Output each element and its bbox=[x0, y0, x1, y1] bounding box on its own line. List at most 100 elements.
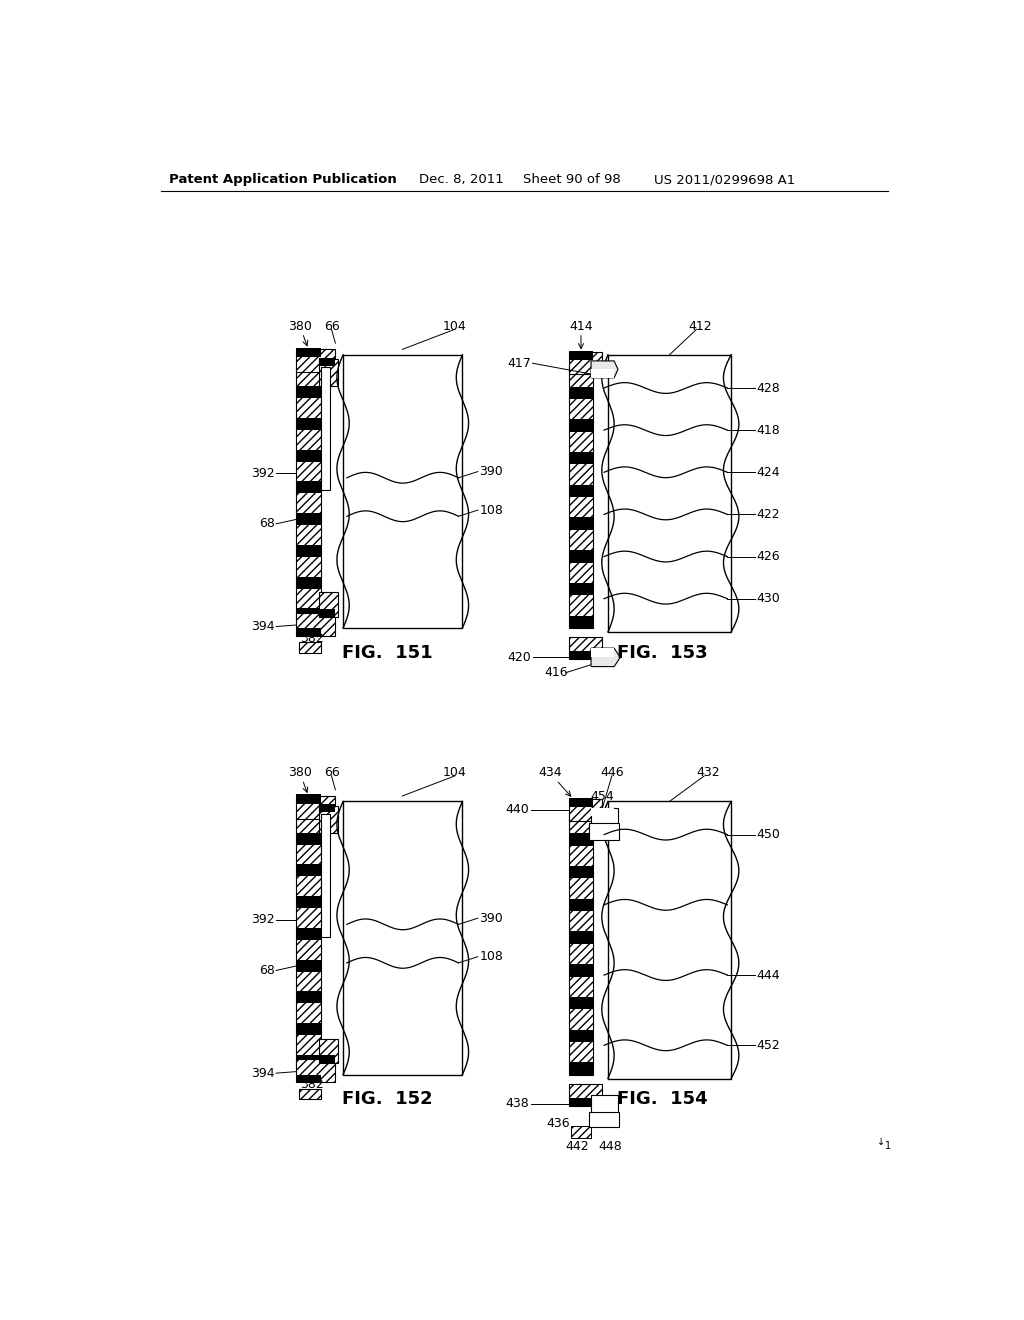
Text: 66: 66 bbox=[324, 319, 339, 333]
Bar bbox=[296, 417, 321, 430]
Text: 104: 104 bbox=[442, 319, 467, 333]
Bar bbox=[296, 348, 321, 358]
Text: 436: 436 bbox=[547, 1117, 570, 1130]
Bar bbox=[608, 355, 731, 632]
Bar bbox=[569, 899, 593, 911]
Text: 390: 390 bbox=[479, 912, 503, 925]
Bar bbox=[569, 651, 593, 659]
Bar bbox=[296, 612, 336, 636]
Text: US 2011/0299698 A1: US 2011/0299698 A1 bbox=[654, 173, 796, 186]
Bar bbox=[569, 638, 602, 659]
Text: 420: 420 bbox=[507, 651, 531, 664]
Bar bbox=[569, 517, 593, 529]
Bar bbox=[569, 583, 593, 595]
Bar bbox=[569, 1063, 593, 1074]
Text: 440: 440 bbox=[506, 804, 529, 816]
Text: 446: 446 bbox=[600, 767, 624, 779]
Text: 394: 394 bbox=[251, 1067, 274, 1080]
Bar bbox=[296, 628, 321, 636]
Bar bbox=[569, 367, 593, 628]
Bar bbox=[319, 1056, 335, 1063]
Text: Patent Application Publication: Patent Application Publication bbox=[169, 173, 397, 186]
Bar bbox=[296, 1074, 321, 1082]
Bar bbox=[343, 801, 463, 1074]
Text: 442: 442 bbox=[565, 1140, 589, 1154]
Text: 68: 68 bbox=[259, 964, 274, 977]
Text: 380: 380 bbox=[288, 319, 312, 346]
Text: 66: 66 bbox=[324, 767, 339, 779]
Bar bbox=[296, 609, 321, 620]
Text: FIG.  152: FIG. 152 bbox=[342, 1090, 432, 1109]
Bar bbox=[319, 359, 338, 387]
Bar bbox=[321, 367, 330, 490]
Bar bbox=[296, 896, 321, 908]
Text: 428: 428 bbox=[757, 381, 780, 395]
Bar bbox=[296, 928, 321, 940]
Bar bbox=[591, 808, 614, 816]
Bar bbox=[569, 797, 593, 807]
Bar bbox=[569, 1084, 602, 1106]
Text: 390: 390 bbox=[479, 465, 503, 478]
Bar bbox=[569, 932, 593, 944]
Bar bbox=[319, 804, 335, 812]
Bar bbox=[569, 387, 593, 399]
Bar bbox=[296, 1023, 321, 1035]
Bar bbox=[590, 1111, 618, 1127]
Text: 418: 418 bbox=[757, 424, 780, 437]
Bar bbox=[569, 351, 593, 360]
Text: 430: 430 bbox=[757, 593, 780, 605]
Bar bbox=[569, 799, 602, 821]
Bar bbox=[591, 1094, 617, 1113]
Text: 450: 450 bbox=[757, 828, 780, 841]
Text: 104: 104 bbox=[442, 767, 467, 779]
Text: ↓: ↓ bbox=[877, 1138, 885, 1147]
Text: 68: 68 bbox=[259, 517, 274, 531]
Bar bbox=[569, 615, 593, 628]
Bar bbox=[296, 350, 336, 372]
Text: 434: 434 bbox=[539, 767, 570, 796]
Bar bbox=[590, 822, 618, 840]
Text: 392: 392 bbox=[251, 466, 274, 479]
Bar bbox=[343, 355, 463, 628]
Bar bbox=[569, 866, 593, 878]
Bar bbox=[319, 591, 338, 616]
Bar bbox=[569, 420, 593, 432]
Bar bbox=[296, 833, 321, 845]
Text: 422: 422 bbox=[757, 508, 780, 521]
Text: Dec. 8, 2011: Dec. 8, 2011 bbox=[419, 173, 504, 186]
Bar bbox=[296, 813, 321, 1067]
Polygon shape bbox=[591, 648, 621, 667]
Bar bbox=[319, 807, 338, 833]
Bar bbox=[569, 352, 602, 374]
Bar bbox=[296, 482, 321, 494]
Text: 448: 448 bbox=[598, 1140, 623, 1154]
Bar bbox=[591, 370, 614, 378]
Bar bbox=[299, 1089, 321, 1100]
Text: FIG.  153: FIG. 153 bbox=[616, 644, 708, 661]
Bar bbox=[608, 801, 731, 1078]
Text: 380: 380 bbox=[288, 767, 312, 792]
Polygon shape bbox=[591, 360, 617, 378]
Text: 424: 424 bbox=[757, 466, 780, 479]
Text: Sheet 90 of 98: Sheet 90 of 98 bbox=[523, 173, 621, 186]
Bar bbox=[569, 550, 593, 562]
Bar bbox=[591, 648, 614, 657]
Bar bbox=[569, 964, 593, 977]
Text: 392: 392 bbox=[251, 913, 274, 927]
Text: 454: 454 bbox=[591, 789, 614, 803]
Text: 382: 382 bbox=[300, 1078, 325, 1092]
Bar bbox=[319, 609, 335, 616]
Bar bbox=[569, 484, 593, 498]
Text: FIG.  151: FIG. 151 bbox=[342, 644, 432, 661]
Text: 394: 394 bbox=[251, 620, 274, 634]
Bar bbox=[569, 997, 593, 1010]
Bar bbox=[591, 808, 617, 825]
Bar bbox=[296, 795, 321, 804]
Bar bbox=[296, 960, 321, 972]
Text: 108: 108 bbox=[479, 504, 503, 516]
Bar bbox=[296, 1059, 336, 1082]
Bar bbox=[296, 1055, 321, 1067]
Bar bbox=[296, 865, 321, 876]
Bar bbox=[296, 367, 321, 620]
Text: 382: 382 bbox=[300, 631, 325, 644]
